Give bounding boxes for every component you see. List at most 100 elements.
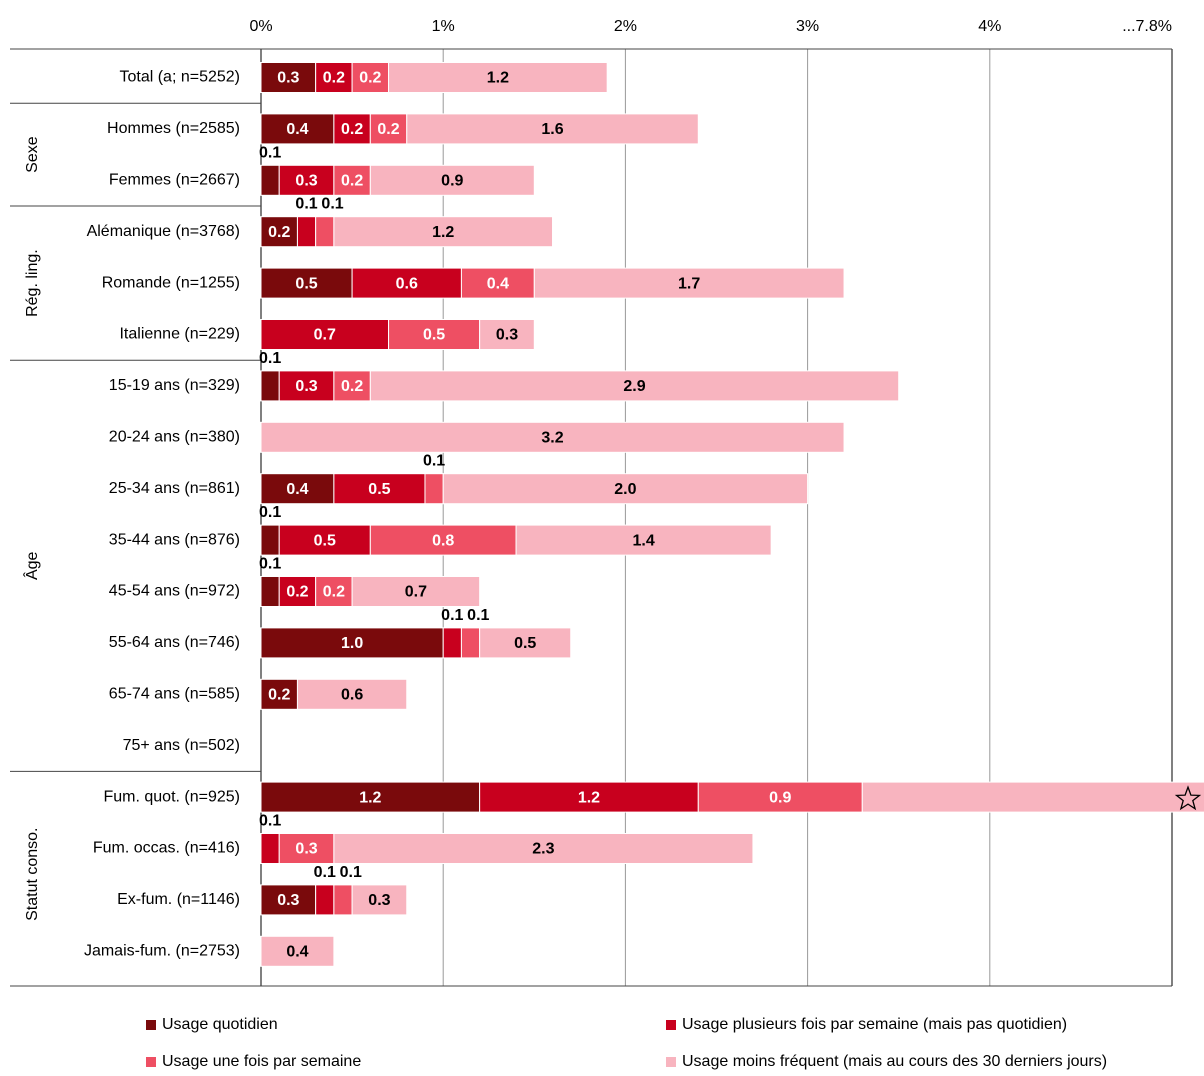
bar-segment xyxy=(442,473,809,505)
category-label: Femmes (n=2667) xyxy=(109,172,240,189)
category-label: 75+ ans (n=502) xyxy=(123,737,240,754)
category-label: 35-44 ans (n=876) xyxy=(109,531,240,548)
data-label: 0.1 xyxy=(441,607,463,624)
x-tick-label: 3% xyxy=(796,18,819,35)
legend-item: Usage quotidien xyxy=(146,1016,278,1034)
data-label: 0.1 xyxy=(340,864,362,881)
bar-segment xyxy=(260,627,444,659)
data-label: 0.1 xyxy=(321,196,343,213)
data-label: 1.7 xyxy=(678,275,700,292)
bar-segment xyxy=(333,370,371,402)
bar-segment xyxy=(388,319,481,350)
category-label: Italienne (n=229) xyxy=(119,326,240,343)
data-label: 0.4 xyxy=(286,944,308,961)
data-label: 1.2 xyxy=(487,70,509,87)
data-label: 0.4 xyxy=(286,121,308,138)
group-label: Statut conso. xyxy=(24,828,41,921)
data-label: 0.1 xyxy=(467,607,489,624)
data-label: 0.6 xyxy=(341,687,363,704)
data-label: 0.4 xyxy=(286,481,308,498)
bar-segment xyxy=(278,524,371,556)
bar-segment xyxy=(424,473,444,505)
data-label: 1.2 xyxy=(359,789,381,806)
bar-segment xyxy=(460,267,535,299)
bar-segment xyxy=(351,62,390,93)
x-tick-label: 0% xyxy=(249,18,272,35)
category-label: Alémanique (n=3768) xyxy=(87,223,240,240)
data-label: 0.3 xyxy=(277,892,299,909)
data-label: 0.2 xyxy=(268,224,290,241)
bar-segment xyxy=(260,113,335,145)
data-label: 0.1 xyxy=(423,453,445,470)
bar-segment xyxy=(260,781,481,813)
data-label: 2.9 xyxy=(623,378,645,395)
x-tick-label: ...7.8% xyxy=(1122,18,1172,35)
category-label: 15-19 ans (n=329) xyxy=(109,377,240,394)
bar-segment xyxy=(333,216,554,248)
data-label: 0.2 xyxy=(341,378,363,395)
group-label: Rég. ling. xyxy=(24,249,41,317)
data-label: 1.2 xyxy=(578,789,600,806)
category-label: Total (a; n=5252) xyxy=(119,69,240,86)
data-label: 0.3 xyxy=(295,841,317,858)
data-label: 0.7 xyxy=(405,584,427,601)
bar-segment xyxy=(369,164,535,196)
bar-segment xyxy=(260,935,335,967)
bar-segment xyxy=(278,164,335,196)
bar-segment xyxy=(388,62,608,93)
legend-swatch xyxy=(146,1057,156,1067)
data-label: 0.1 xyxy=(259,144,281,161)
bar-segment xyxy=(260,164,280,196)
data-label: 1.4 xyxy=(632,532,654,549)
data-label: 0.2 xyxy=(323,70,345,87)
group-label: Âge xyxy=(22,551,41,580)
data-label: 0.1 xyxy=(259,813,281,830)
bar-segment xyxy=(260,884,317,916)
bar-segment xyxy=(296,678,408,710)
category-label: Fum. quot. (n=925) xyxy=(103,788,240,805)
bar-segment xyxy=(260,833,280,864)
data-label: 0.2 xyxy=(341,173,363,190)
data-label: 0.9 xyxy=(769,789,791,806)
data-label: 0.2 xyxy=(341,121,363,138)
bar-segment xyxy=(278,576,317,607)
bar-segment xyxy=(333,884,353,916)
data-label: 0.2 xyxy=(377,121,399,138)
bar-segment xyxy=(315,884,335,916)
bar-segment xyxy=(479,627,572,659)
category-label: Ex-fum. (n=1146) xyxy=(117,891,240,908)
category-label: 20-24 ans (n=380) xyxy=(109,429,240,446)
legend-item: Usage plusieurs fois par semaine (mais p… xyxy=(666,1016,1067,1034)
bar-segment xyxy=(333,113,371,145)
data-label: 0.3 xyxy=(496,327,518,344)
category-label: Hommes (n=2585) xyxy=(107,120,240,137)
category-label: Jamais-fum. (n=2753) xyxy=(84,943,240,960)
category-label: 45-54 ans (n=972) xyxy=(109,583,240,600)
data-label: 0.1 xyxy=(259,504,281,521)
bar-segment xyxy=(260,319,390,350)
bar-segment xyxy=(260,421,845,453)
category-label: 25-34 ans (n=861) xyxy=(109,480,240,497)
legend-swatch xyxy=(666,1057,676,1067)
bar-segment xyxy=(315,576,353,607)
data-label: 0.3 xyxy=(368,892,390,909)
bar-segment xyxy=(697,781,863,813)
star-icon xyxy=(1174,785,1202,811)
data-label: 0.1 xyxy=(259,556,281,573)
data-label: 0.5 xyxy=(514,635,536,652)
bar-segment xyxy=(351,267,462,299)
data-label: 1.2 xyxy=(432,224,454,241)
legend-swatch xyxy=(666,1020,676,1030)
bar-segment xyxy=(260,267,353,299)
bar-segment xyxy=(861,781,1204,813)
bar-segment xyxy=(260,524,280,556)
data-label: 0.2 xyxy=(268,687,290,704)
bar-segment xyxy=(315,216,335,248)
data-label: 0.5 xyxy=(314,532,336,549)
category-label: 65-74 ans (n=585) xyxy=(109,686,240,703)
bar-segment xyxy=(351,884,408,916)
bar-segment xyxy=(460,627,481,659)
data-label: 0.7 xyxy=(314,327,336,344)
data-label: 0.6 xyxy=(396,275,418,292)
x-tick-label: 4% xyxy=(978,18,1001,35)
